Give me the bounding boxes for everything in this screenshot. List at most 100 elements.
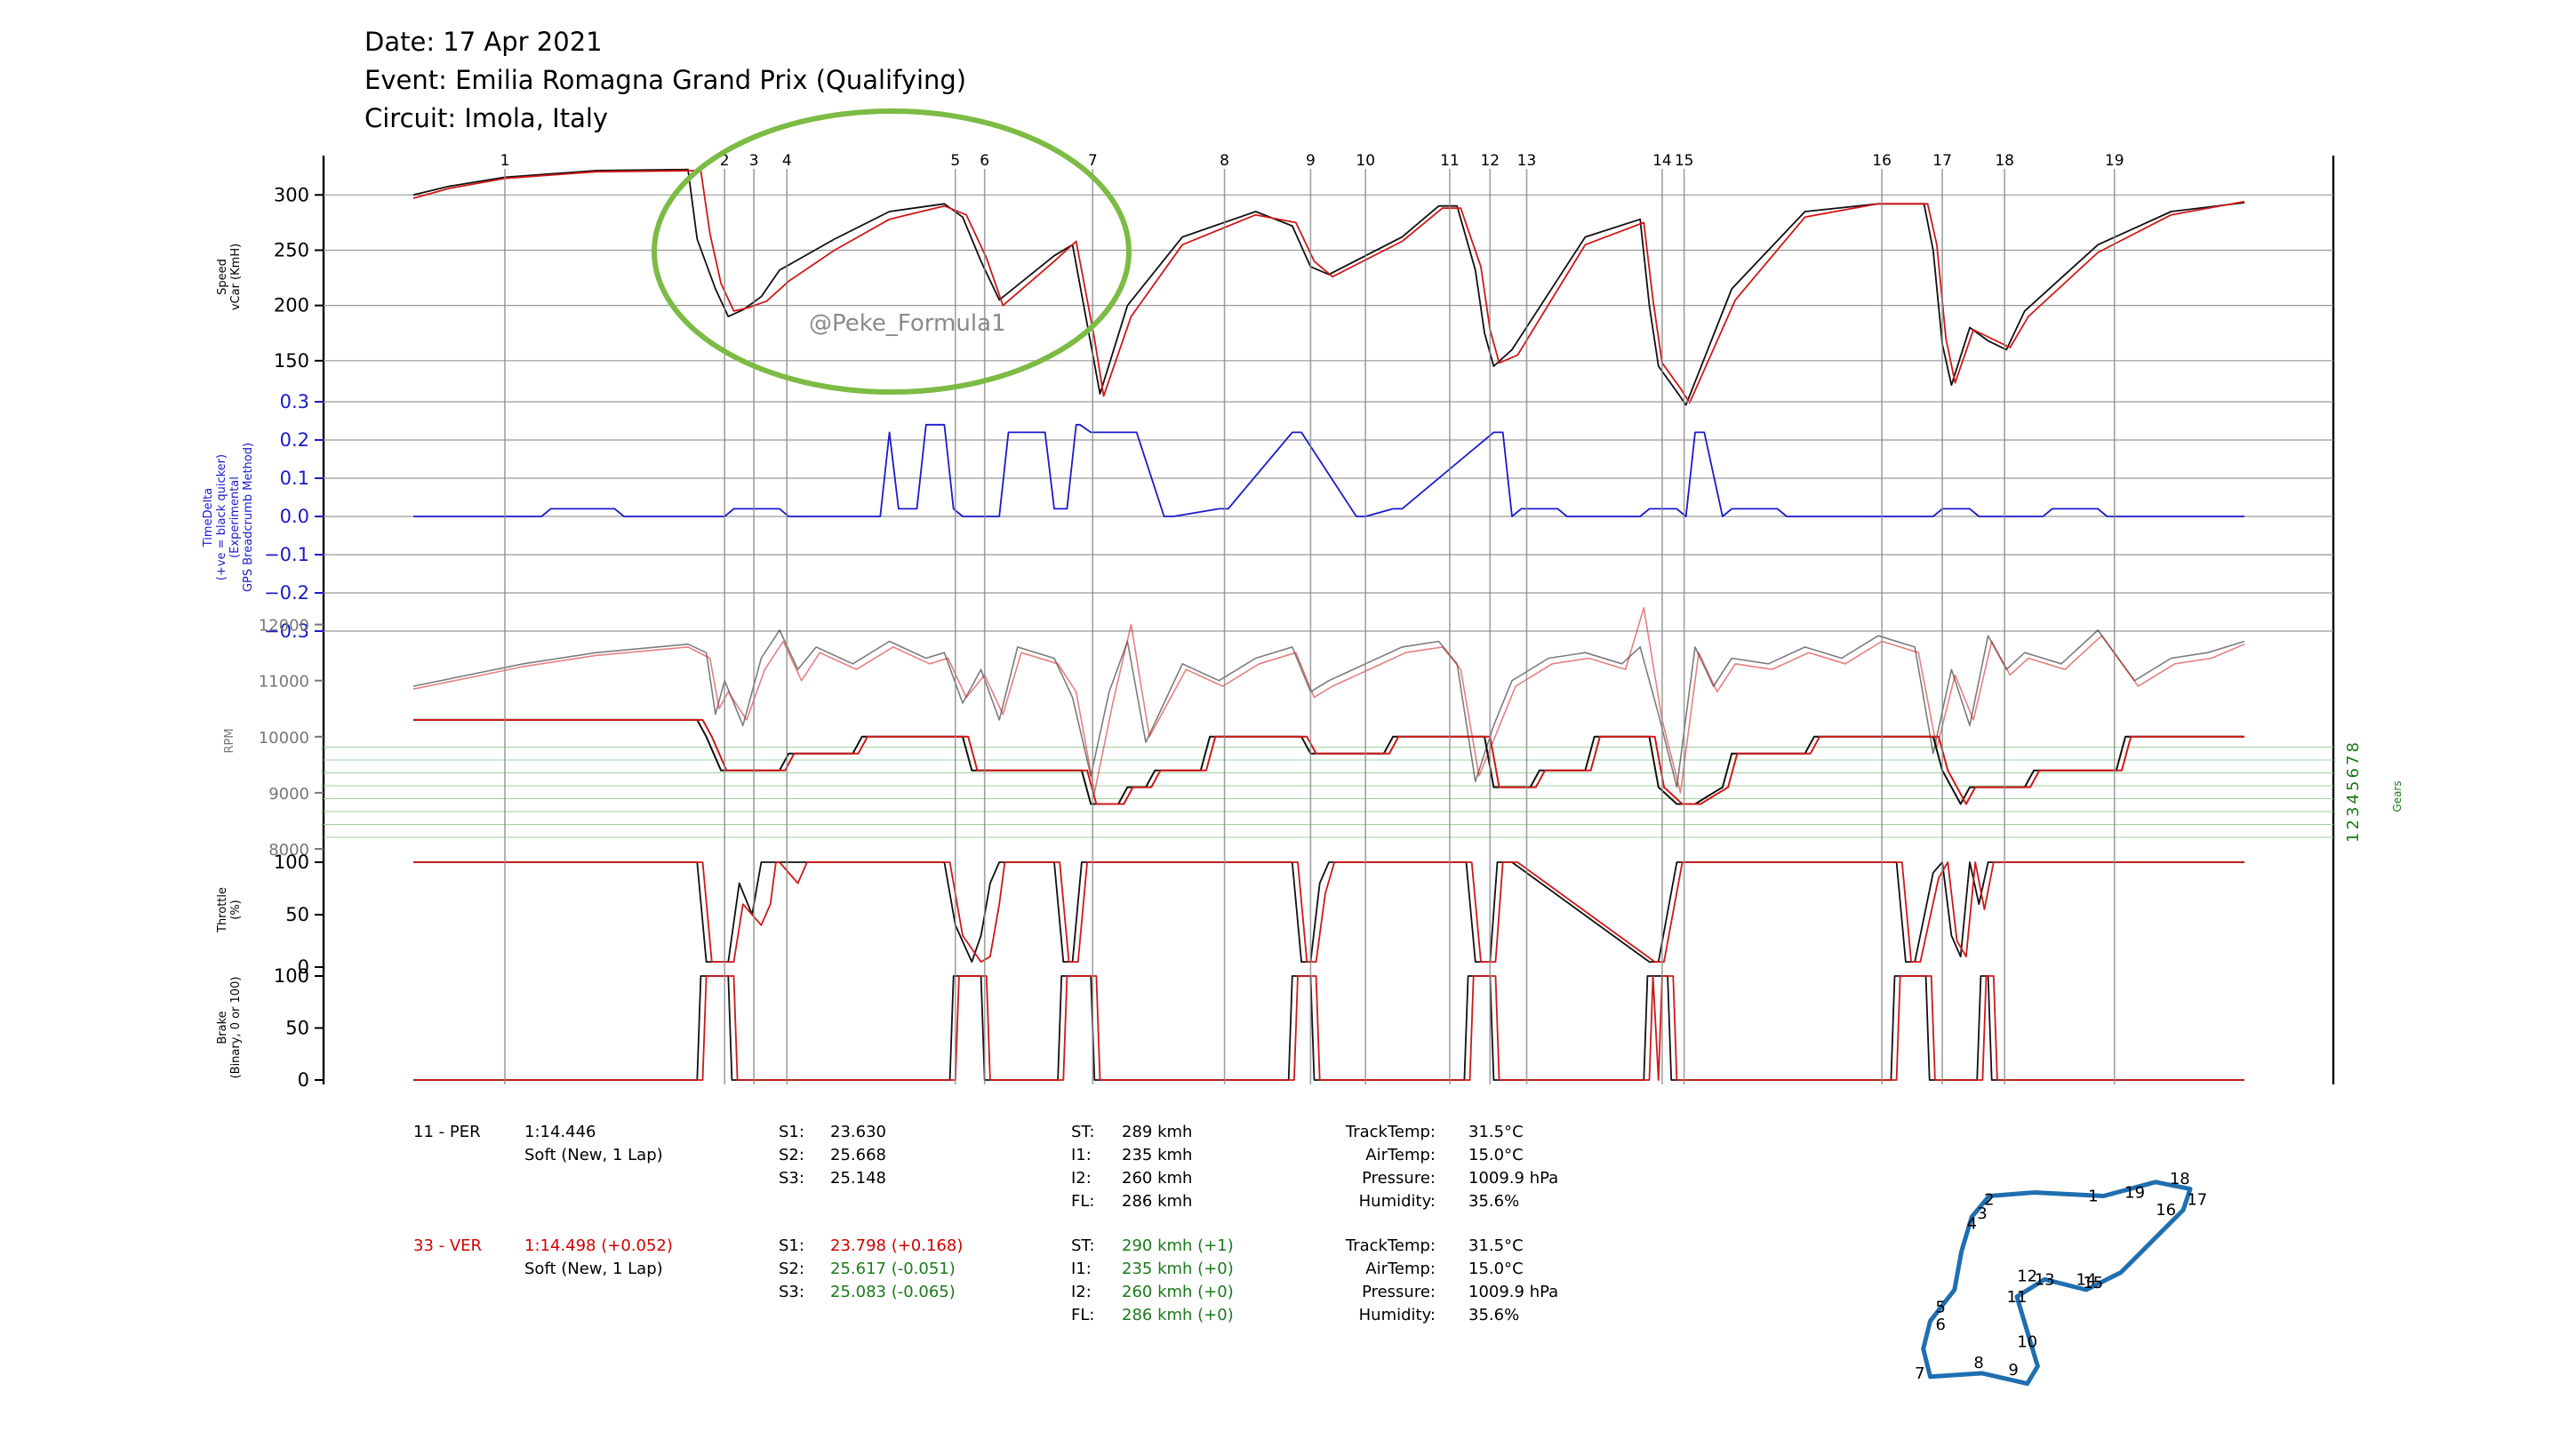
date-label: Date: 17 Apr 2021 <box>364 27 603 57</box>
rpm-series-33-ver <box>412 606 2245 794</box>
delta-ylabel: (Experimental <box>228 476 242 558</box>
highlight-ellipse <box>652 108 1132 395</box>
brake-tick-label: 100 <box>274 965 309 987</box>
corner-marker-label: 10 <box>1356 152 1375 170</box>
track-map-corner-label: 13 <box>2035 1270 2055 1289</box>
d2-s3: 25.083 (-0.065) <box>830 1283 956 1301</box>
d2-s3-label: S3: <box>779 1283 804 1301</box>
brake-series-33-ver <box>413 975 2244 1081</box>
d1-i1-label: I1: <box>1071 1146 1092 1164</box>
corner-marker-label: 2 <box>720 152 730 170</box>
track-map-corner-label: 1 <box>2088 1187 2098 1205</box>
speed-ylabel: vCar (KmH) <box>229 244 243 310</box>
speed-panel: 150 200 250 300 Speed vCar (KmH) <box>216 168 2333 406</box>
delta-series-delta <box>413 423 2244 517</box>
corner-marker-label: 13 <box>1517 152 1537 170</box>
rpm-tick-label: 8000 <box>268 841 309 860</box>
track-map-corner-label: 3 <box>1977 1204 1987 1223</box>
d2-s2: 25.617 (-0.051) <box>830 1260 956 1278</box>
d1-airtemp-label: AirTemp: <box>1365 1146 1436 1164</box>
d2-s1-label: S1: <box>779 1236 804 1255</box>
speed-tick-label: 150 <box>274 350 309 372</box>
d1-i1: 235 kmh <box>1122 1146 1193 1164</box>
d2-tracktemp-label: TrackTemp: <box>1345 1236 1436 1255</box>
d1-st: 289 kmh <box>1122 1123 1193 1141</box>
d1-name: 11 - PER <box>413 1123 481 1141</box>
d2-tyre: Soft (New, 1 Lap) <box>524 1260 663 1278</box>
d1-s1: 23.630 <box>830 1123 886 1141</box>
brake-ylabel: Brake <box>216 1011 229 1044</box>
d2-humidity: 35.6% <box>1468 1306 1520 1324</box>
delta-panel: −0.3 −0.2 −0.1 0.0 0.1 0.2 0.3 TimeDelta (+ve = … <box>202 391 2333 642</box>
brake-series-11-per <box>413 975 2244 1081</box>
brake-panel: 0 50 100 Brake (Binary, 0 or 100) <box>216 965 2244 1091</box>
d2-s2-label: S2: <box>779 1260 804 1278</box>
brake-ylabel: (Binary, 0 or 100) <box>229 977 243 1079</box>
d2-tracktemp: 31.5°C <box>1468 1236 1524 1255</box>
corner-marker-label: 12 <box>1480 152 1500 170</box>
d1-i2: 260 kmh <box>1122 1169 1193 1188</box>
throttle-tick-label: 50 <box>285 904 309 925</box>
d1-laptime: 1:14.446 <box>524 1123 596 1141</box>
d2-pressure: 1009.9 hPa <box>1468 1283 1559 1301</box>
speed-tick-label: 300 <box>274 184 309 205</box>
gear-tick-label: 7 <box>2344 756 2363 765</box>
speed-tick-label: 250 <box>274 239 309 260</box>
rpm-tick-label: 11000 <box>259 673 309 692</box>
corner-marker-label: 6 <box>980 152 989 170</box>
rpm-series-gear-ver <box>413 718 2244 805</box>
corner-marker-label: 15 <box>1675 152 1694 170</box>
corner-marker-label: 17 <box>1932 152 1952 170</box>
track-map-corner-label: 2 <box>1984 1190 1994 1209</box>
delta-ylabel: (+ve = black quicker) <box>215 454 228 580</box>
delta-tick-label: 0.3 <box>280 391 309 412</box>
track-map-corner-label: 16 <box>2156 1201 2176 1220</box>
corner-marker-label: 1 <box>500 152 510 170</box>
d1-st-label: ST: <box>1071 1123 1095 1141</box>
corner-marker-label: 14 <box>1652 152 1672 170</box>
throttle-series-33-ver <box>413 861 2244 963</box>
speed-tick-label: 200 <box>274 295 309 316</box>
d1-s3: 25.148 <box>830 1169 886 1188</box>
d2-i2-label: I2: <box>1071 1283 1092 1301</box>
corner-marker-label: 9 <box>1306 152 1316 170</box>
d1-s2: 25.668 <box>830 1146 886 1164</box>
watermark-text: @Peke_Formula1 <box>809 310 1006 337</box>
track-map-corner-label: 4 <box>1967 1215 1977 1234</box>
d2-i2: 260 kmh (+0) <box>1122 1283 1234 1301</box>
d2-airtemp: 15.0°C <box>1468 1260 1524 1278</box>
track-map-corner-label: 9 <box>2008 1361 2018 1380</box>
d1-fl-label: FL: <box>1071 1192 1095 1211</box>
d2-name: 33 - VER <box>413 1236 483 1255</box>
track-map-corner-label: 18 <box>2170 1170 2190 1188</box>
d2-pressure-label: Pressure: <box>1362 1283 1436 1301</box>
track-map-corner-label: 11 <box>2007 1288 2028 1307</box>
brake-tick-label: 50 <box>285 1018 309 1039</box>
gear-axis-label: Gears <box>2391 780 2404 812</box>
track-map-corner-label: 17 <box>2187 1190 2207 1209</box>
delta-tick-label: 0.0 <box>280 506 309 527</box>
d1-airtemp: 15.0°C <box>1468 1146 1524 1164</box>
track-map-corner-label: 10 <box>2017 1333 2037 1352</box>
delta-tick-label: 0.2 <box>280 429 309 451</box>
gear-tick-label: 8 <box>2344 742 2363 752</box>
corner-marker-label: 5 <box>950 152 960 170</box>
delta-tick-label: −0.1 <box>264 544 309 565</box>
d2-i1-label: I1: <box>1071 1260 1092 1278</box>
d1-i2-label: I2: <box>1071 1169 1092 1188</box>
gear-tick-label: 4 <box>2344 794 2363 804</box>
delta-ylabel: TimeDelta <box>202 488 215 548</box>
d2-s1: 23.798 (+0.168) <box>830 1236 964 1255</box>
d2-humidity-label: Humidity: <box>1358 1306 1436 1324</box>
speed-series-11-per <box>412 168 2245 406</box>
rpm-tick-label: 12000 <box>259 617 309 636</box>
throttle-panel: 0 50 100 Throttle (%) <box>216 852 2244 978</box>
d2-laptime: 1:14.498 (+0.052) <box>524 1236 673 1255</box>
d2-airtemp-label: AirTemp: <box>1365 1260 1436 1278</box>
d1-tyre: Soft (New, 1 Lap) <box>524 1146 663 1164</box>
rpm-ylabel: RPM <box>223 728 236 753</box>
delta-tick-label: −0.3 <box>264 620 309 642</box>
d1-fl: 286 kmh <box>1122 1192 1193 1211</box>
delta-tick-label: −0.2 <box>264 582 309 604</box>
